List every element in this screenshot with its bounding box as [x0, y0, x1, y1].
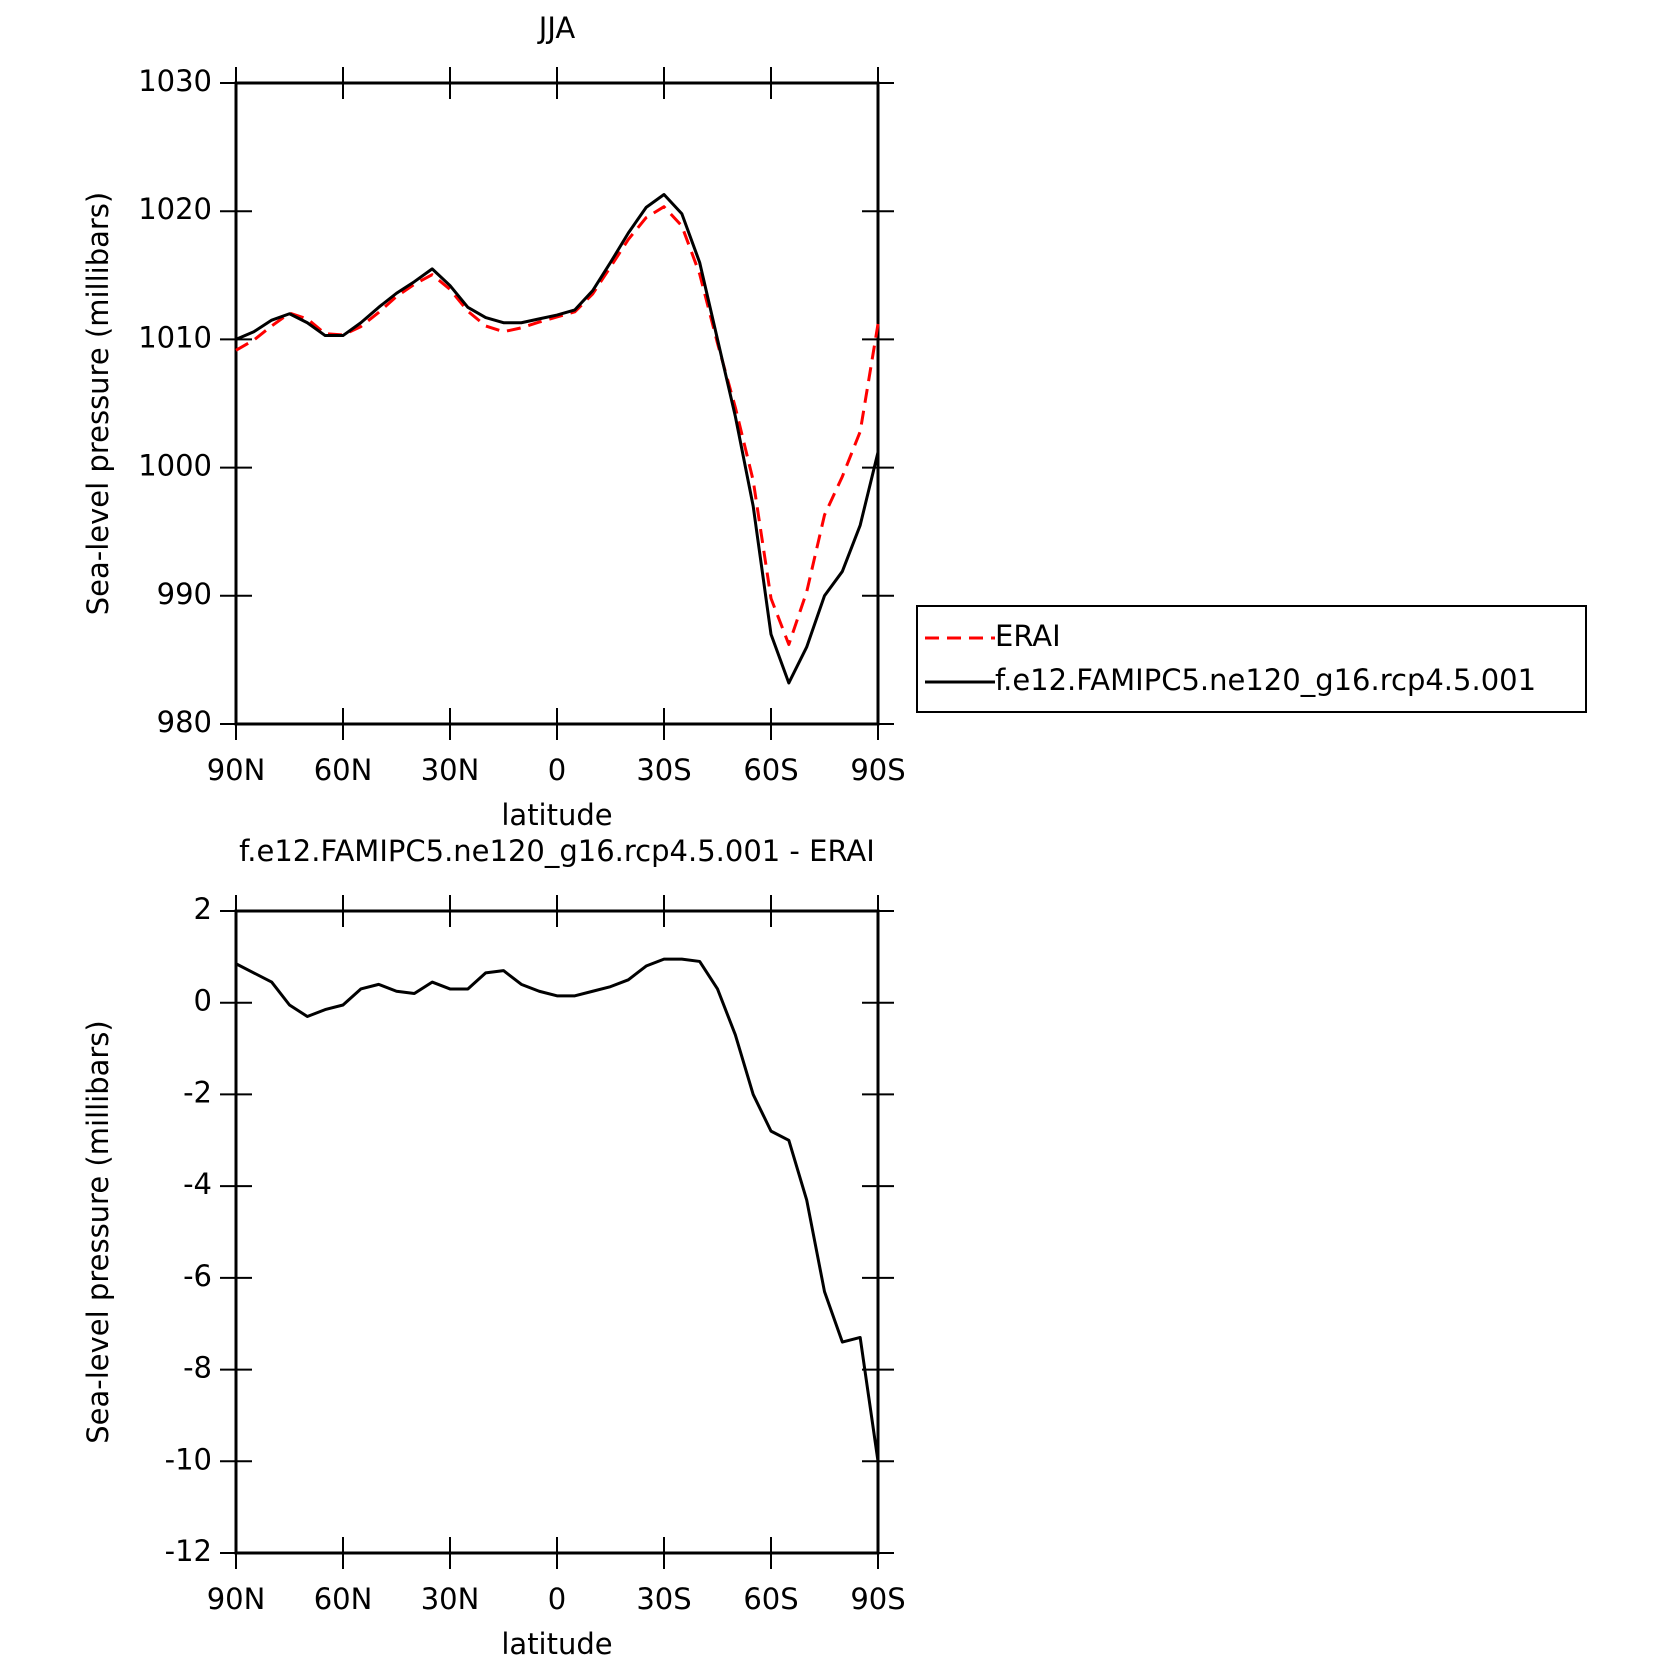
- x-tick-label: 30N: [421, 753, 480, 787]
- x-tick-label: 30N: [421, 1582, 480, 1616]
- y-tick-label: 990: [157, 577, 212, 611]
- y-axis-label: Sea-level pressure (millibars): [81, 1020, 115, 1443]
- x-tick-label: 60S: [743, 753, 798, 787]
- data-line: [235, 193, 880, 685]
- x-tick-label: 90S: [850, 1582, 905, 1616]
- x-tick-label: 90S: [850, 753, 905, 787]
- data-line: [235, 205, 880, 647]
- y-tick-label: 1020: [138, 192, 212, 226]
- y-tick-label: -8: [183, 1351, 212, 1385]
- chart-title: JJA: [537, 11, 576, 45]
- y-axis-label: Sea-level pressure (millibars): [81, 192, 115, 615]
- x-tick-label: 30S: [636, 753, 691, 787]
- y-tick-label: 2: [194, 892, 212, 926]
- x-tick-label: 60S: [743, 1582, 798, 1616]
- y-tick-label: 1030: [138, 64, 212, 98]
- x-tick-label: 90N: [207, 1582, 266, 1616]
- legend-box: [916, 605, 1587, 713]
- x-tick-label: 60N: [314, 753, 373, 787]
- legend-label: f.e12.FAMIPC5.ne120_g16.rcp4.5.001: [995, 663, 1536, 697]
- y-tick-label: -12: [165, 1534, 212, 1568]
- y-tick-label: 1000: [138, 449, 212, 483]
- x-tick-label: 60N: [314, 1582, 373, 1616]
- x-tick-label: 90N: [207, 753, 266, 787]
- x-axis-label: latitude: [501, 798, 612, 832]
- legend-label: ERAI: [995, 619, 1061, 653]
- y-tick-label: -4: [183, 1167, 212, 1201]
- x-axis-label: latitude: [501, 1627, 612, 1658]
- y-tick-label: 0: [194, 984, 212, 1018]
- x-tick-label: 0: [548, 1582, 566, 1616]
- y-tick-label: -10: [165, 1442, 212, 1476]
- y-tick-label: 980: [157, 705, 212, 739]
- x-tick-label: 0: [548, 753, 566, 787]
- x-tick-label: 30S: [636, 1582, 691, 1616]
- data-line: [235, 957, 880, 1462]
- y-tick-label: -2: [183, 1075, 212, 1109]
- y-tick-label: -6: [183, 1259, 212, 1293]
- y-tick-label: 1010: [138, 320, 212, 354]
- chart-title: f.e12.FAMIPC5.ne120_g16.rcp4.5.001 - ERA…: [239, 834, 875, 868]
